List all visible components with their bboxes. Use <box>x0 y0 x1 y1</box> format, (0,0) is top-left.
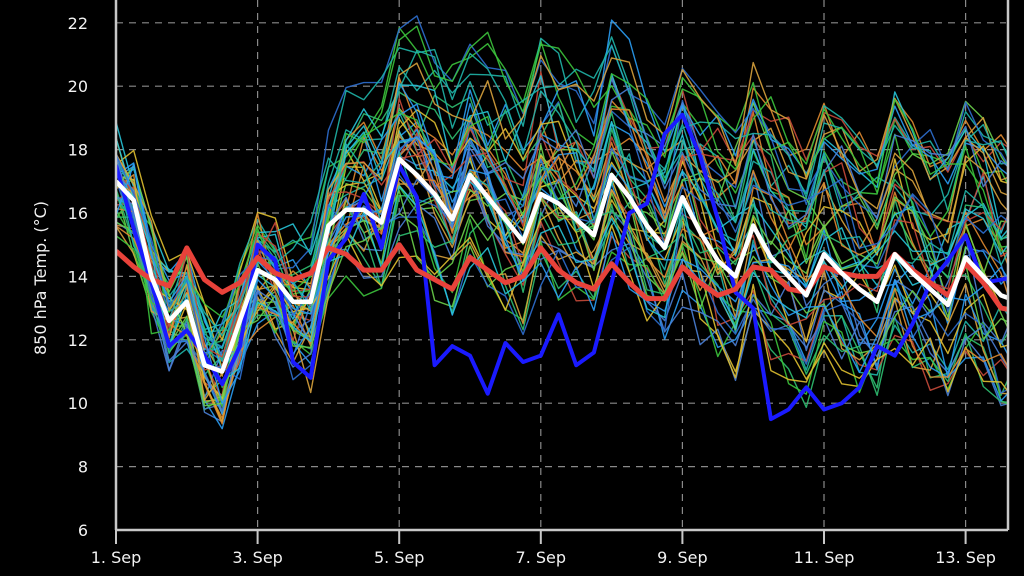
ensemble-member-line <box>115 136 1020 405</box>
ensemble-member-line <box>115 180 1020 394</box>
ensemble-mean-line <box>114 156 1020 374</box>
y-tick-label: 16 <box>68 204 88 223</box>
x-tick-label: 11. Sep <box>794 548 855 567</box>
ensemble-member-line <box>115 191 1019 404</box>
ensemble-member-lines <box>115 15 1020 430</box>
ensemble-member-line <box>115 102 1019 334</box>
x-tick-label: 7. Sep <box>516 548 567 567</box>
y-tick-label: 10 <box>68 394 88 413</box>
climatology-line <box>114 242 1020 314</box>
ensemble-member-line <box>115 25 1019 408</box>
y-tick-label: 18 <box>68 141 88 160</box>
x-tick-label: 9. Sep <box>657 548 708 567</box>
y-tick-label: 20 <box>68 77 88 96</box>
y-tick-label: 14 <box>68 267 88 286</box>
y-axis-label: 850 hPa Temp. (°C) <box>31 201 50 355</box>
x-tick-label: 3. Sep <box>232 548 283 567</box>
y-axis-ticks: 6 8 10 12 14 16 18 20 22 <box>68 14 88 540</box>
y-tick-label: 12 <box>68 331 88 350</box>
y-tick-label: 8 <box>78 458 88 477</box>
ensemble-member-line <box>115 77 1020 410</box>
control-run-line <box>114 112 1020 422</box>
x-axis-ticks: 1. Sep 3. Sep 5. Sep 7. Sep 9. Sep 11. Sep 13.… <box>91 530 996 567</box>
ensemble-member-line <box>115 141 1020 419</box>
ensemble-member-line <box>115 144 1019 407</box>
y-tick-label: 22 <box>68 14 88 33</box>
ensemble-member-line <box>115 73 1020 351</box>
ensemble-member-line <box>115 47 1019 362</box>
x-tick-label: 1. Sep <box>91 548 142 567</box>
y-tick-label: 6 <box>78 521 88 540</box>
ensemble-member-line <box>115 128 1020 358</box>
main-series-lines <box>114 112 1020 422</box>
x-tick-label: 5. Sep <box>374 548 425 567</box>
x-tick-label: 13. Sep <box>935 548 996 567</box>
ensemble-member-line <box>115 108 1020 425</box>
ensemble-member-line <box>115 87 1020 412</box>
ensemble-member-line <box>115 82 1020 415</box>
